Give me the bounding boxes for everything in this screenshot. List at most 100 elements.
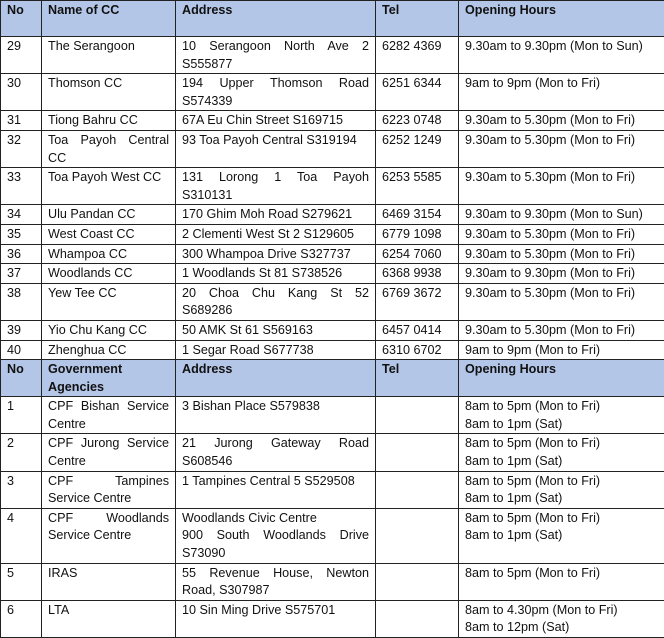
cell-tel: 6223 0748 <box>376 111 459 131</box>
cell-no: 38 <box>1 283 42 320</box>
cell-address: 131 Lorong 1 Toa Payoh S310131 <box>176 168 376 205</box>
cell-name: Zhenghua CC <box>42 340 176 360</box>
cell-tel: 6779 1098 <box>376 224 459 244</box>
cell-name: West Coast CC <box>42 224 176 244</box>
cell-tel <box>376 434 459 471</box>
cell-tel <box>376 563 459 600</box>
cell-hours: 8am to 5pm (Mon to Fri) 8am to 1pm (Sat) <box>459 397 664 434</box>
cell-tel: 6368 9938 <box>376 264 459 284</box>
cell-no: 34 <box>1 205 42 225</box>
cell-hours: 8am to 5pm (Mon to Fri) 8am to 1pm (Sat) <box>459 471 664 508</box>
cell-address: 1 Segar Road S677738 <box>176 340 376 360</box>
cell-address: 50 AMK St 61 S569163 <box>176 320 376 340</box>
cell-hours: 9.30am to 9.30pm (Mon to Fri) <box>459 264 664 284</box>
cell-name: Toa Payoh Central CC <box>42 130 176 167</box>
cell-tel: 6457 0414 <box>376 320 459 340</box>
cell-no: 5 <box>1 563 42 600</box>
cell-address: 3 Bishan Place S579838 <box>176 397 376 434</box>
cell-hours: 9.30am to 5.30pm (Mon to Fri) <box>459 224 664 244</box>
cell-address: 300 Whampoa Drive S327737 <box>176 244 376 264</box>
cell-tel: 6310 6702 <box>376 340 459 360</box>
cell-name: CPF Bishan Service Centre <box>42 397 176 434</box>
cell-no: 40 <box>1 340 42 360</box>
cell-tel: 6282 4369 <box>376 37 459 74</box>
cell-name: Toa Payoh West CC <box>42 168 176 205</box>
cell-no: 36 <box>1 244 42 264</box>
cell-tel: Tel <box>376 360 459 397</box>
cell-name: CPF Woodlands Service Centre <box>42 508 176 563</box>
cell-no: 35 <box>1 224 42 244</box>
cell-hours: 8am to 5pm (Mon to Fri) 8am to 1pm (Sat) <box>459 508 664 563</box>
cell-tel <box>376 471 459 508</box>
cell-hours: 8am to 5pm (Mon to Fri) <box>459 563 664 600</box>
cell-address: Address <box>176 1 376 37</box>
cell-tel: 6253 5585 <box>376 168 459 205</box>
cell-no: 1 <box>1 397 42 434</box>
cell-tel: 6251 6344 <box>376 74 459 111</box>
cell-no: 31 <box>1 111 42 131</box>
cell-name: Ulu Pandan CC <box>42 205 176 225</box>
cell-address: 20 Choa Chu Kang St 52 S689286 <box>176 283 376 320</box>
cell-name: IRAS <box>42 563 176 600</box>
cell-name: Government Agencies <box>42 360 176 397</box>
cell-tel: 6769 3672 <box>376 283 459 320</box>
cell-name: CPF Jurong Service Centre <box>42 434 176 471</box>
cell-address: 194 Upper Thomson Road S574339 <box>176 74 376 111</box>
cell-no: 29 <box>1 37 42 74</box>
cell-no: 30 <box>1 74 42 111</box>
cell-no: 32 <box>1 130 42 167</box>
cell-hours: Opening Hours <box>459 360 664 397</box>
cell-name: Yio Chu Kang CC <box>42 320 176 340</box>
cell-tel: Tel <box>376 1 459 37</box>
cell-name: Whampoa CC <box>42 244 176 264</box>
cell-name: Thomson CC <box>42 74 176 111</box>
cell-name: Woodlands CC <box>42 264 176 284</box>
cell-hours: 8am to 4.30pm (Mon to Fri) 8am to 12pm (… <box>459 600 664 637</box>
cell-hours: 8am to 5pm (Mon to Fri) 8am to 1pm (Sat) <box>459 434 664 471</box>
cell-hours: 9.30am to 5.30pm (Mon to Fri) <box>459 283 664 320</box>
cell-tel <box>376 600 459 637</box>
cell-name: LTA <box>42 600 176 637</box>
cell-name: The Serangoon <box>42 37 176 74</box>
cell-tel: 6469 3154 <box>376 205 459 225</box>
cell-address: 1 Woodlands St 81 S738526 <box>176 264 376 284</box>
cell-hours: 9.30am to 5.30pm (Mon to Fri) <box>459 320 664 340</box>
cell-hours: 9am to 9pm (Mon to Fri) <box>459 74 664 111</box>
cell-address: Address <box>176 360 376 397</box>
cell-name: CPF Tampines Service Centre <box>42 471 176 508</box>
cell-name: Tiong Bahru CC <box>42 111 176 131</box>
cell-tel <box>376 508 459 563</box>
cell-no: 39 <box>1 320 42 340</box>
cell-no: 3 <box>1 471 42 508</box>
cell-no: 2 <box>1 434 42 471</box>
cell-no: 37 <box>1 264 42 284</box>
cell-address: 93 Toa Payoh Central S319194 <box>176 130 376 167</box>
cell-name: Yew Tee CC <box>42 283 176 320</box>
cell-address: 10 Sin Ming Drive S575701 <box>176 600 376 637</box>
cell-address: 67A Eu Chin Street S169715 <box>176 111 376 131</box>
cell-tel <box>376 397 459 434</box>
cell-address: 1 Tampines Central 5 S529508 <box>176 471 376 508</box>
cell-hours: 9.30am to 5.30pm (Mon to Fri) <box>459 244 664 264</box>
cell-hours: 9am to 9pm (Mon to Fri) <box>459 340 664 360</box>
